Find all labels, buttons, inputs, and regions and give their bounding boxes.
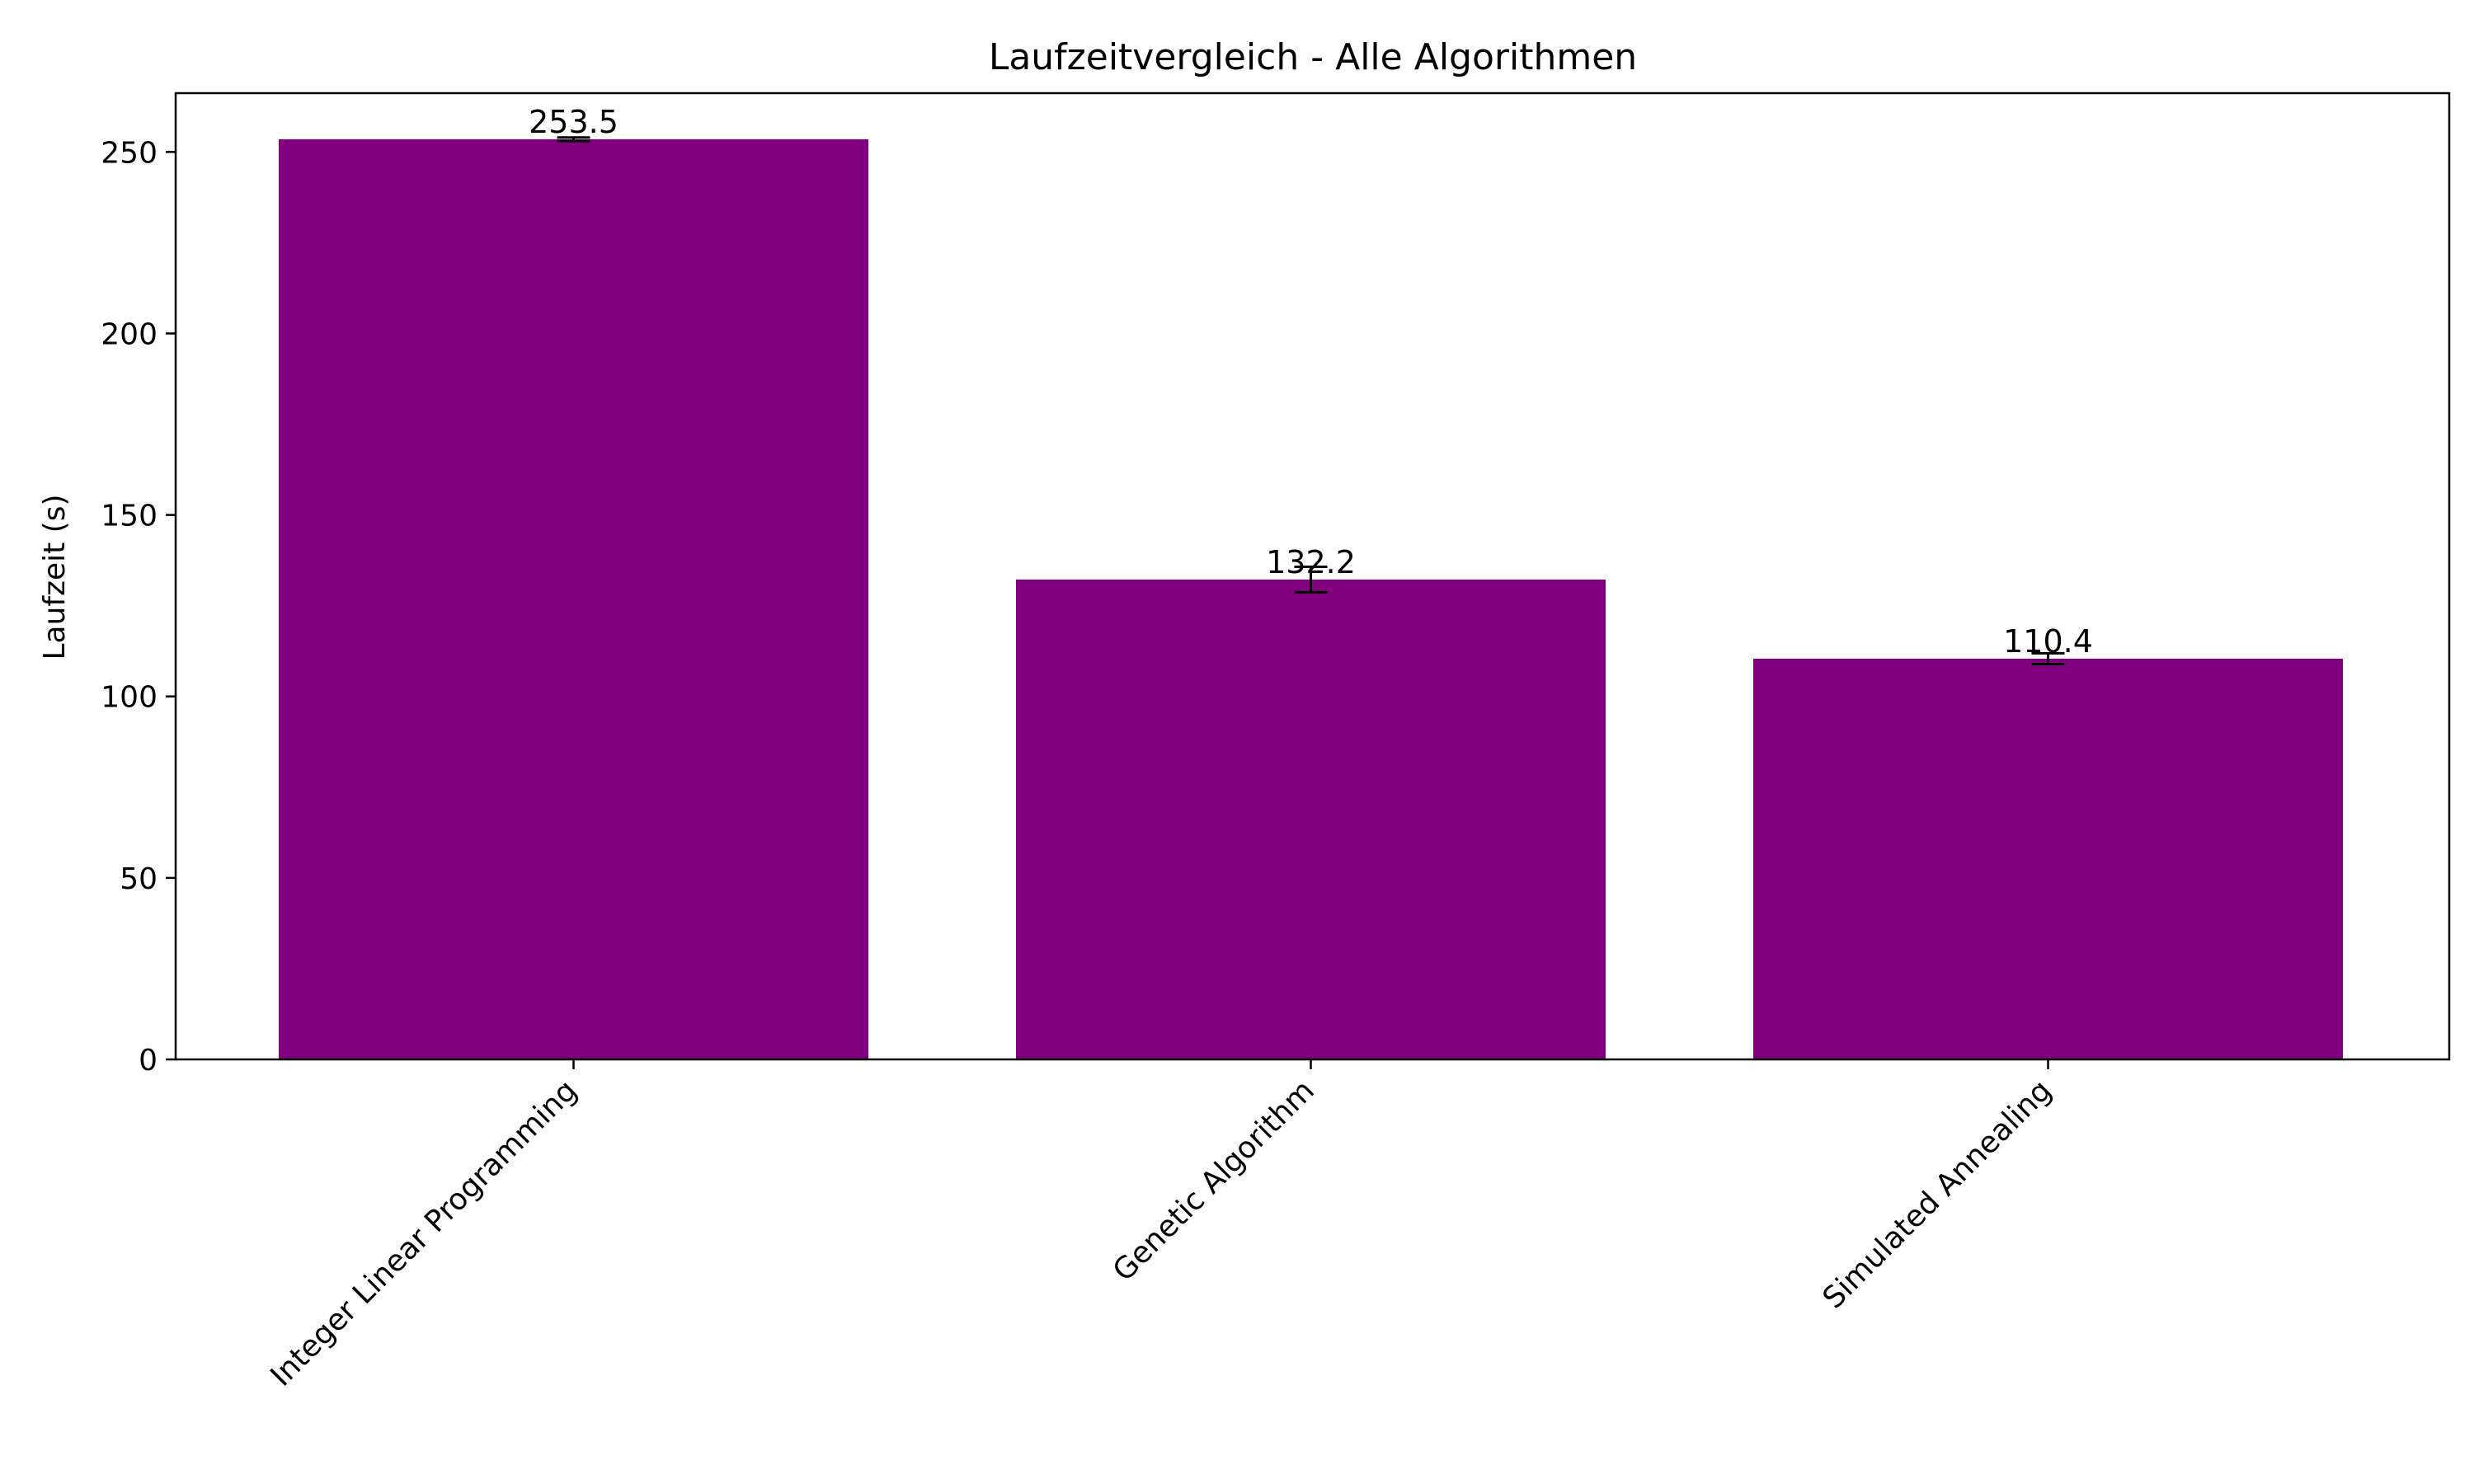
y-axis-label: Laufzeit (s) [38, 494, 72, 660]
plot-frame [174, 92, 2451, 1061]
error-bar-1 [1294, 566, 1328, 594]
error-bar-0 [557, 136, 590, 143]
y-tick-label-5: 250 [101, 136, 158, 170]
bar-2 [1753, 658, 2343, 1059]
y-tick-label-2: 100 [101, 681, 158, 715]
data-labels-group: 253.5 132.2 110.4 [529, 104, 2093, 660]
error-bar-2 [2031, 651, 2065, 666]
data-label-0: 253.5 [529, 104, 618, 140]
error-bars-group [557, 136, 2065, 666]
bars-group [279, 139, 2343, 1060]
bar-0 [279, 139, 868, 1060]
y-tick-label-0: 0 [139, 1044, 158, 1078]
bar-1 [1016, 579, 1606, 1059]
chart-title: Laufzeitvergleich - Alle Algorithmen [989, 36, 1637, 78]
y-tick-label-3: 150 [101, 500, 158, 533]
data-label-2: 110.4 [2003, 623, 2093, 660]
y-tick-label-4: 200 [101, 317, 158, 351]
y-axis-ticks: 0 50 100 150 200 250 [101, 136, 176, 1078]
y-tick-label-1: 50 [120, 862, 158, 896]
data-label-1: 132.2 [1266, 544, 1356, 580]
